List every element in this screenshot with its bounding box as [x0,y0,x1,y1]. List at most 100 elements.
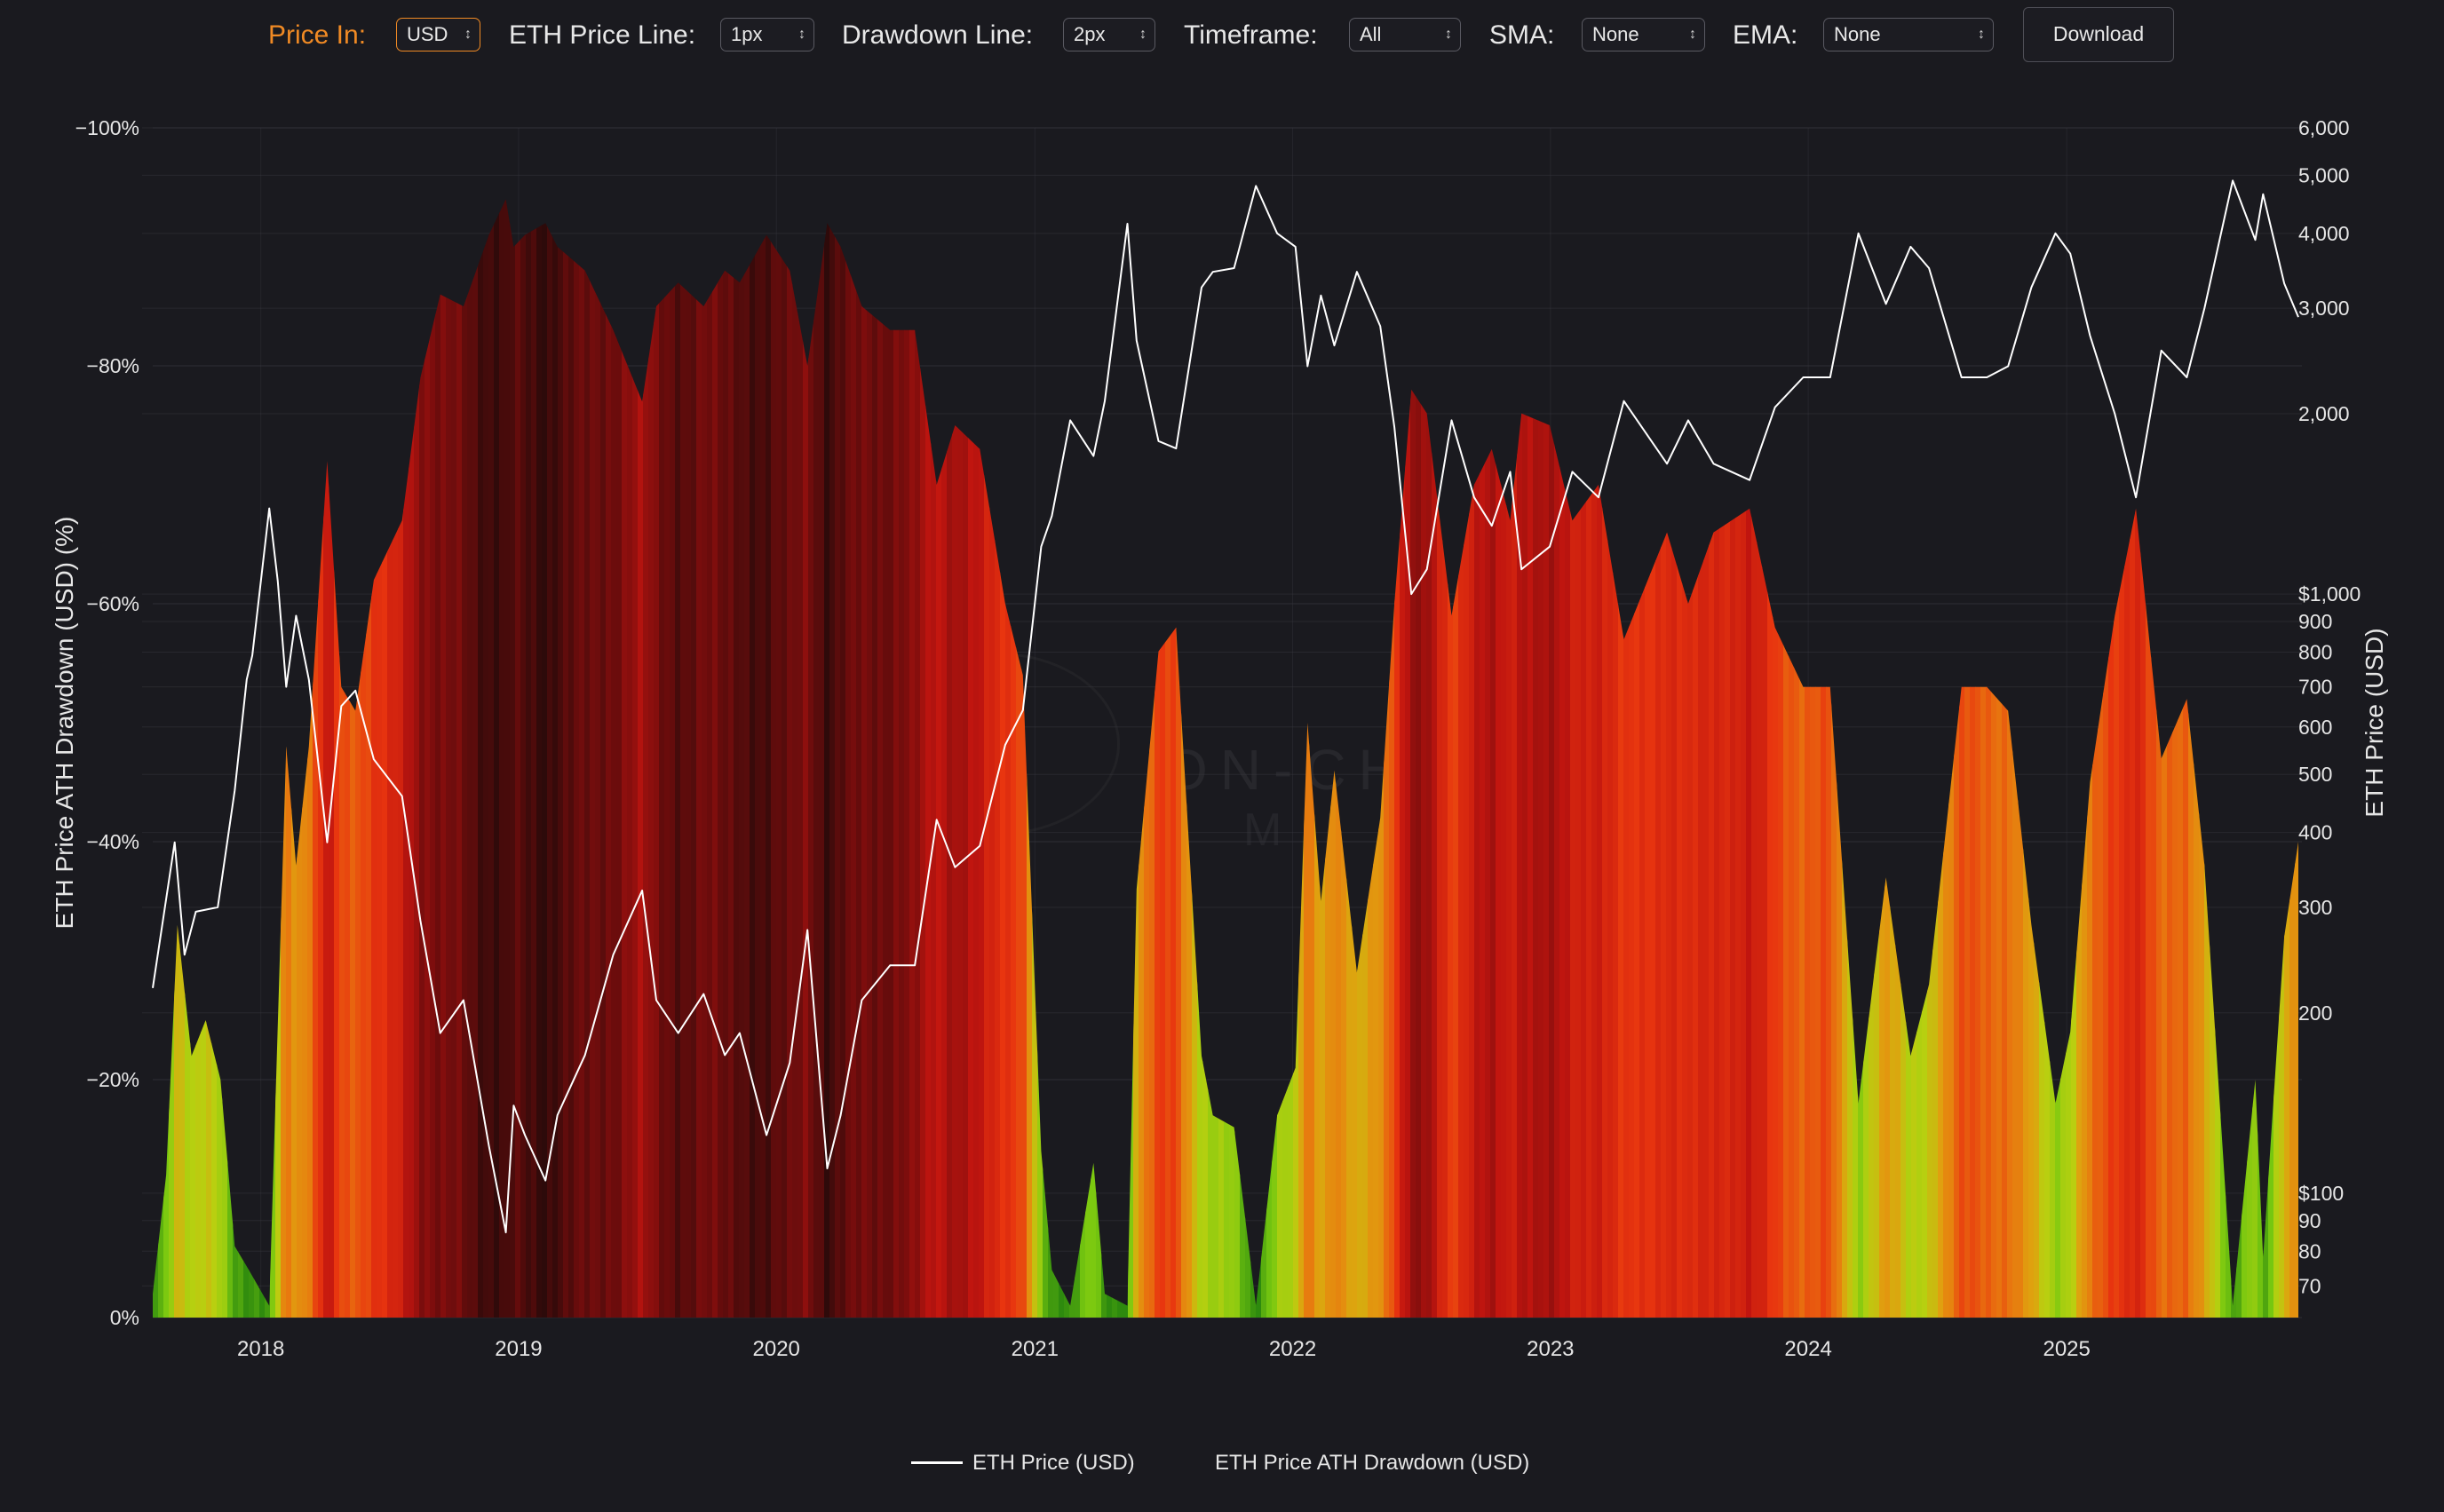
drawdown-band [217,199,223,1318]
drawdown-band [435,199,441,1318]
y-right-tick-label: 90 [2298,1209,2321,1232]
drawdown-band [989,199,996,1318]
legend-price-label[interactable]: ETH Price (USD) [972,1451,1135,1475]
drawdown-band [323,199,329,1318]
drawdown-band [1607,199,1614,1318]
drawdown-band [808,199,814,1318]
drawdown-band [1277,199,1283,1318]
y-right-tick-label: 3,000 [2298,297,2350,320]
drawdown-band [1128,199,1134,1318]
drawdown-band [254,199,260,1318]
drawdown-line-value: 2px [1074,23,1106,45]
drawdown-band [2183,199,2189,1318]
drawdown-band [1160,199,1166,1318]
y-right-tick-label: 4,000 [2298,222,2350,245]
drawdown-band [1719,199,1726,1318]
axes: 0% −20% −40% −60% −80% −100% 6,000 5,000 4,000 3,… [51,116,2388,1361]
drawdown-band [243,199,250,1318]
drawdown-band [2156,199,2162,1318]
drawdown-band [2050,199,2056,1318]
drawdown-band [1027,199,1033,1318]
price-in-select[interactable]: USD ↕ [396,18,480,51]
drawdown-band [265,199,271,1318]
drawdown-band [1623,199,1630,1318]
drawdown-band [1442,199,1448,1318]
drawdown-band [1618,199,1624,1318]
drawdown-band [1240,199,1246,1318]
drawdown-band [861,199,868,1318]
drawdown-band [1075,199,1081,1318]
x-tick-label: 2021 [1012,1337,1059,1361]
drawdown-band [813,199,820,1318]
ema-label: EMA: [1733,20,1798,50]
drawdown-band [1858,199,1864,1318]
drawdown-band [707,199,713,1318]
drawdown-band [1927,199,1933,1318]
drawdown-band [952,199,958,1318]
drawdown-band [1831,199,1837,1318]
drawdown-line-select[interactable]: 2px ↕ [1063,18,1155,51]
drawdown-band [1810,199,1816,1318]
drawdown-band [1586,199,1592,1318]
drawdown-band [2103,199,2109,1318]
drawdown-band [1139,199,1145,1318]
legend-drawdown-label[interactable]: ETH Price ATH Drawdown (USD) [1215,1451,1530,1475]
x-tick-label: 2023 [1527,1337,1574,1361]
drawdown-band [1309,199,1315,1318]
drawdown-band [536,199,543,1318]
drawdown-band [851,199,857,1318]
drawdown-band [1405,199,1411,1318]
drawdown-band [1064,199,1070,1318]
drawdown-band [702,199,708,1318]
drawdown-band [1480,199,1486,1318]
drawdown-band [2028,199,2035,1318]
drawdown-band [472,199,479,1318]
drawdown-band [638,199,644,1318]
drawdown-band [291,199,298,1318]
drawdown-band [158,199,164,1318]
drawdown-band [1410,199,1416,1318]
drawdown-band [840,199,846,1318]
timeframe-select[interactable]: All ↕ [1349,18,1461,51]
ema-value: None [1834,23,1881,45]
drawdown-band [792,199,798,1318]
drawdown-band [622,199,628,1318]
drawdown-band [2231,199,2237,1318]
drawdown-band [1250,199,1257,1318]
drawdown-band [1043,199,1049,1318]
drawdown-band [313,199,319,1318]
drawdown-band [686,199,692,1318]
ema-select[interactable]: None ↕ [1823,18,1994,51]
sma-select[interactable]: None ↕ [1582,18,1705,51]
drawdown-band [179,199,186,1318]
drawdown-band [750,199,756,1318]
download-button[interactable]: Download [2023,7,2174,62]
eth-price-line-select[interactable]: 1px ↕ [720,18,814,51]
drawdown-band [211,199,218,1318]
drawdown-band [2268,199,2274,1318]
drawdown-band [1746,199,1752,1318]
y-right-tick-label: 70 [2298,1274,2321,1297]
drawdown-band [174,199,180,1318]
drawdown-band [1655,199,1662,1318]
drawdown-band [2258,199,2264,1318]
y-right-tick-label: 200 [2298,1001,2332,1025]
drawdown-band [195,199,202,1318]
drawdown-band [190,199,196,1318]
drawdown-band [1991,199,1997,1318]
chevron-up-down-icon: ↕ [1978,27,1985,42]
y-right-tick-label: 300 [2298,896,2332,919]
drawdown-band [1080,199,1086,1318]
drawdown-band [606,199,612,1318]
drawdown-band [329,199,335,1318]
legend-price-swatch [911,1461,963,1464]
drawdown-band [1506,199,1512,1318]
drawdown-band [2108,199,2115,1318]
drawdown-band [1821,199,1827,1318]
drawdown-band [2226,199,2232,1318]
y-right-tick-label: 600 [2298,716,2332,739]
drawdown-band [1602,199,1608,1318]
drawdown-band [1208,199,1214,1318]
drawdown-band [1011,199,1017,1318]
